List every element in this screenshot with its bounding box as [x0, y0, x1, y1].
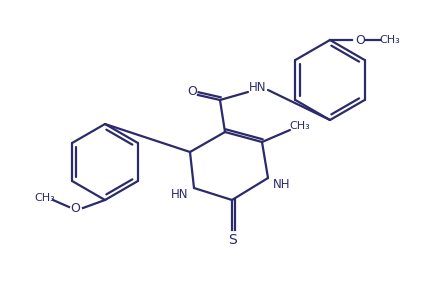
Text: CH₃: CH₃ — [35, 193, 55, 203]
Text: HN: HN — [171, 187, 189, 201]
Text: O: O — [187, 85, 197, 97]
Text: HN: HN — [249, 80, 267, 93]
Text: O: O — [70, 202, 80, 216]
Text: CH₃: CH₃ — [289, 121, 310, 131]
Text: S: S — [227, 233, 236, 247]
Text: NH: NH — [273, 178, 291, 191]
Text: O: O — [355, 34, 365, 47]
Text: CH₃: CH₃ — [380, 35, 400, 45]
